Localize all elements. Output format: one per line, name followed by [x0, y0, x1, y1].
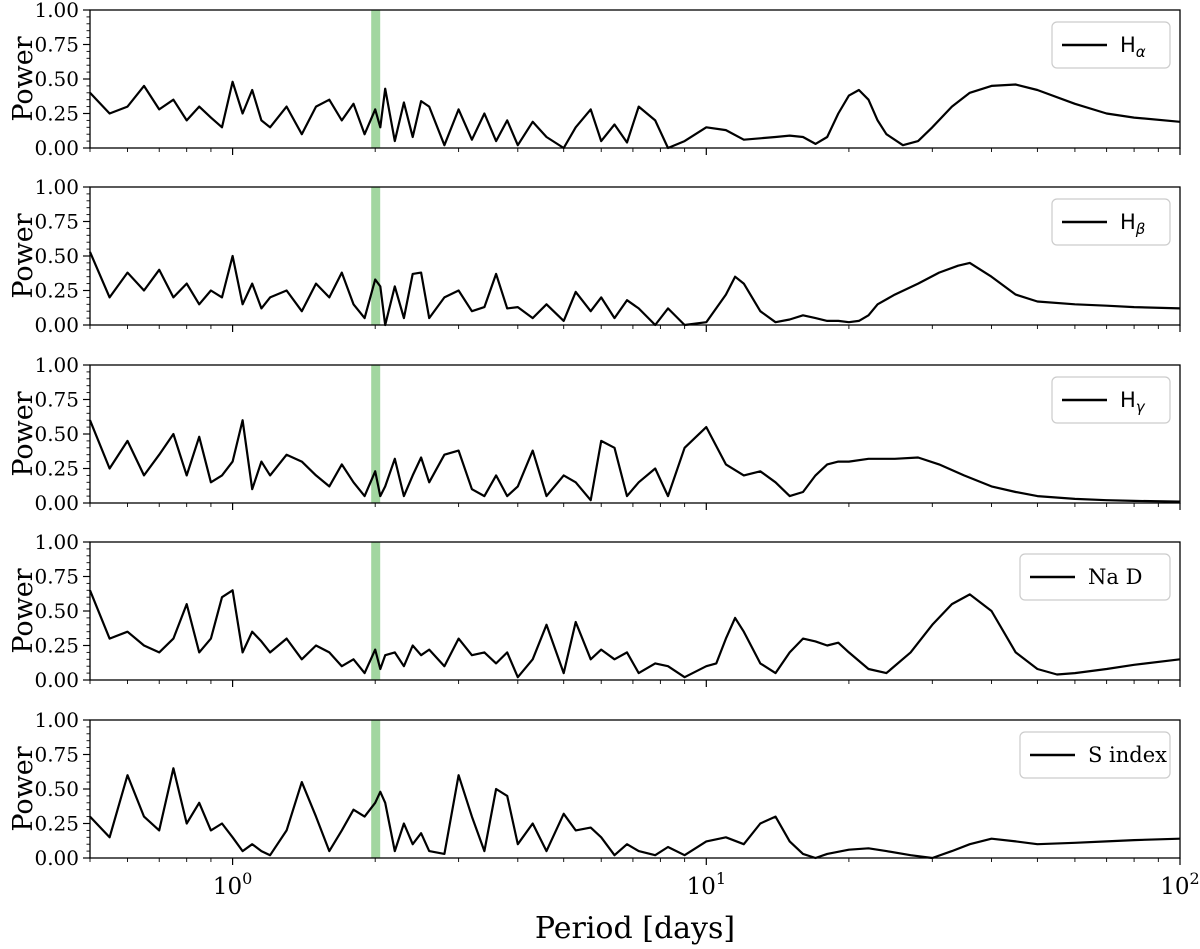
x-tick-label: 101	[687, 869, 726, 900]
y-tick-label: 0.25	[34, 279, 79, 303]
y-tick-label: 0.25	[34, 457, 79, 481]
x-tick-exponent: 2	[1190, 869, 1200, 888]
y-axis-label: Power	[8, 568, 39, 653]
highlight-band	[371, 365, 381, 503]
legend-box	[1019, 553, 1171, 601]
plot-frame	[89, 9, 1181, 149]
y-tick-label: 1.00	[34, 530, 79, 554]
legend-subscript: γ	[1136, 398, 1146, 416]
x-axis-label: Period [days]	[535, 911, 735, 946]
y-tick-label: 0.25	[34, 634, 79, 658]
y-axis-label: Power	[8, 746, 39, 831]
y-tick-label: 0.75	[34, 565, 79, 589]
y-tick-label: 0.25	[34, 102, 79, 126]
y-tick-label: 0.50	[34, 67, 79, 91]
y-tick-label: 0.75	[34, 33, 79, 57]
x-tick-exponent: 1	[716, 869, 726, 888]
y-tick-label: 0.00	[34, 313, 79, 337]
y-tick-label: 0.00	[34, 136, 79, 160]
panel-5: 0.00 0.25 0.50 0.75 1.00 Power S index	[8, 708, 1181, 870]
y-tick-label: 1.00	[34, 708, 79, 732]
y-tick-label: 1.00	[34, 353, 79, 377]
y-tick-label: 0.25	[34, 812, 79, 836]
series-line	[88, 419, 1181, 503]
y-tick-label: 0.00	[34, 846, 79, 870]
legend-label: S index	[1088, 743, 1167, 767]
legend-box	[1051, 376, 1171, 424]
series-line	[89, 80, 1181, 150]
x-tick-label: 102	[1160, 869, 1199, 900]
plot-frame	[89, 719, 1181, 859]
panel-4: 0.00 0.25 0.50 0.75 1.00 Power Na D	[8, 530, 1181, 692]
y-tick-label: 0.75	[34, 388, 79, 412]
highlight-band	[371, 187, 381, 325]
legend-box	[1051, 198, 1171, 246]
y-axis-label: Power	[8, 36, 39, 121]
y-axis-label: Power	[8, 391, 39, 476]
legend-subscript: α	[1136, 43, 1146, 61]
y-tick-label: 1.00	[34, 0, 79, 22]
legend-subscript: β	[1135, 220, 1146, 238]
y-tick-label: 0.50	[34, 244, 79, 268]
highlight-band	[371, 542, 381, 680]
series-line	[89, 767, 1181, 860]
legend-label: Na D	[1088, 565, 1142, 589]
y-tick-label: 0.50	[34, 422, 79, 446]
series-line	[88, 251, 1181, 327]
y-tick-label: 0.00	[34, 668, 79, 692]
y-tick-label: 0.75	[34, 210, 79, 234]
y-axis-label: Power	[8, 213, 39, 298]
y-tick-label: 0.50	[34, 599, 79, 623]
highlight-band	[371, 10, 381, 148]
plot-frame	[89, 541, 1181, 681]
y-tick-label: 0.50	[34, 777, 79, 801]
y-tick-label: 0.75	[34, 743, 79, 767]
series-line	[88, 589, 1181, 679]
x-tick-exponent: 0	[242, 869, 252, 888]
highlight-band	[371, 720, 381, 858]
legend-box	[1019, 731, 1171, 779]
y-tick-label: 0.00	[34, 491, 79, 515]
y-tick-label: 1.00	[34, 175, 79, 199]
legend-box	[1051, 21, 1171, 69]
plot-frame	[89, 186, 1181, 326]
x-tick-label: 100	[213, 869, 252, 900]
